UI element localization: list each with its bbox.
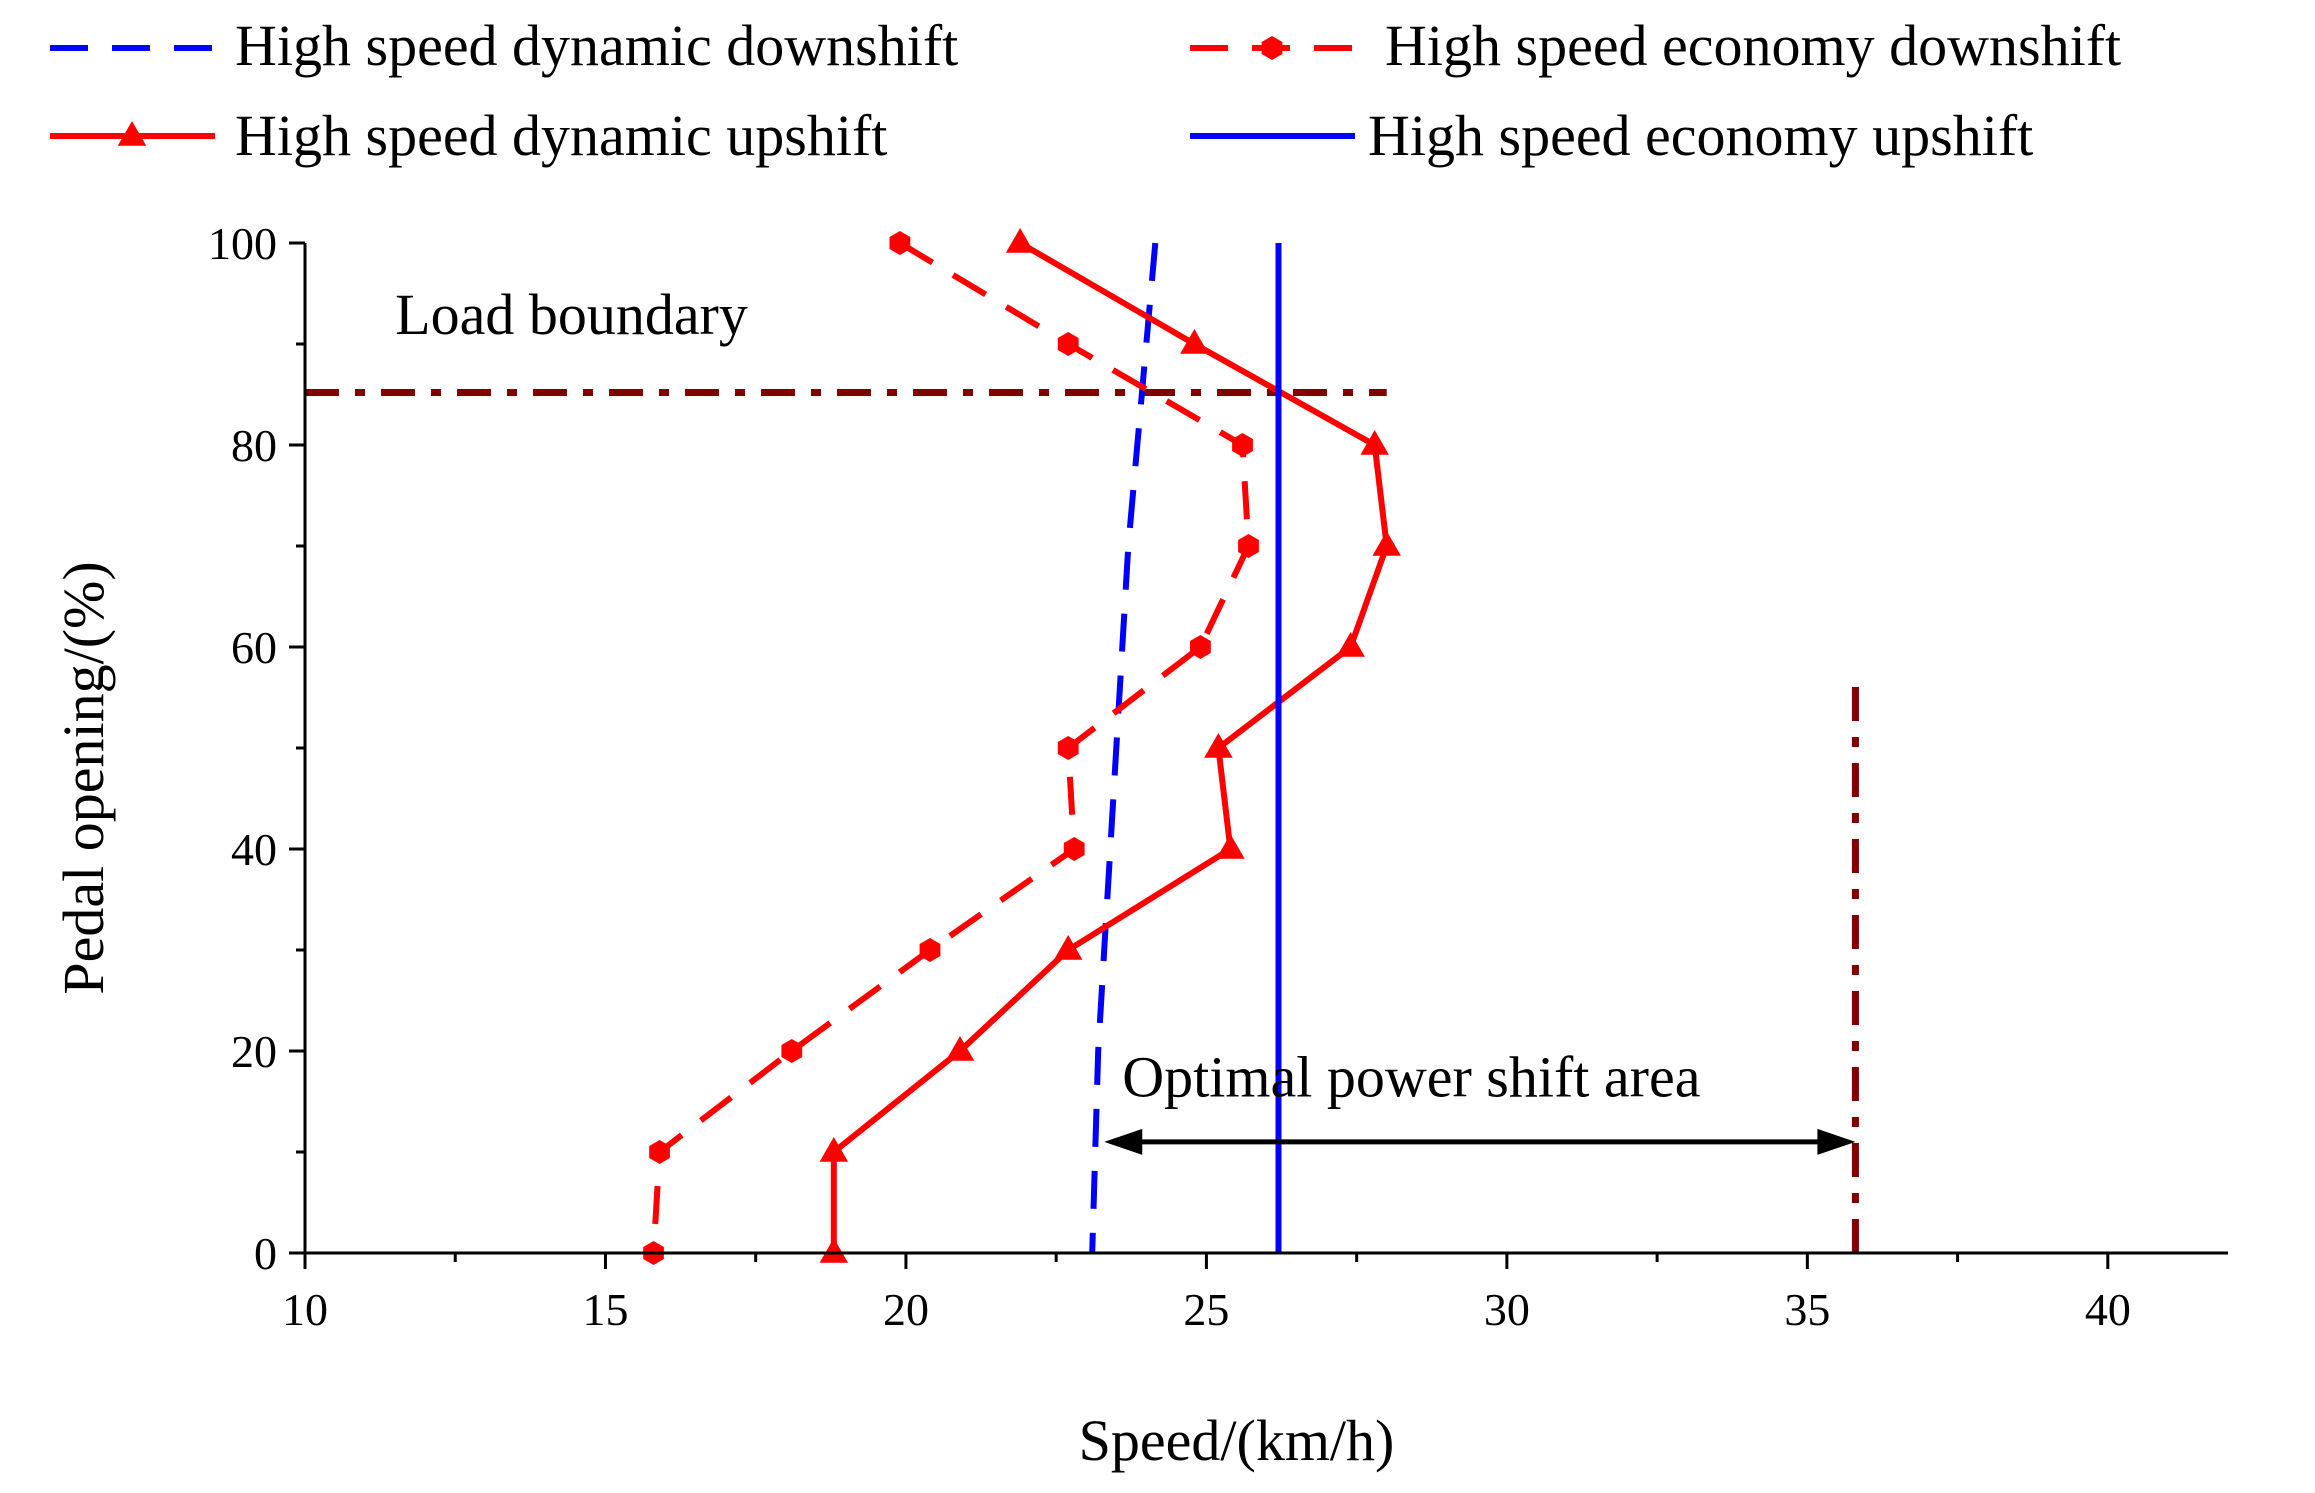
data-point — [1057, 736, 1079, 760]
load-boundary-label: Load boundary — [395, 282, 748, 347]
y-tick-label: 100 — [208, 218, 277, 269]
legend-entry-2: High speed economy downshift — [1190, 13, 2121, 78]
legend-entry-4: High speed economy upshift — [1190, 103, 2033, 168]
reference-lines — [305, 388, 1859, 1253]
data-point — [1180, 329, 1209, 354]
x-tick-label: 40 — [2085, 1284, 2131, 1335]
data-point — [819, 1238, 849, 1263]
data-point — [1238, 534, 1259, 558]
x-tick-label: 35 — [1784, 1284, 1830, 1335]
series-group — [643, 228, 1401, 1265]
legend-label: High speed dynamic downshift — [235, 13, 958, 78]
data-point — [1190, 635, 1211, 659]
annotations: Load boundary Optimal power shift area — [395, 282, 1856, 1155]
x-tick-label: 15 — [582, 1284, 628, 1335]
data-point — [1053, 935, 1083, 960]
data-point — [1063, 837, 1085, 861]
x-axis-title: Speed/(km/h) — [1079, 1408, 1395, 1473]
y-tick-label: 20 — [231, 1026, 277, 1077]
optimal-area-label: Optimal power shift area — [1122, 1044, 1700, 1109]
series-line-1 — [1089, 242, 1159, 1254]
legend: High speed dynamic downshift High speed e… — [50, 13, 2121, 168]
data-point — [945, 1036, 975, 1061]
data-point — [1216, 834, 1245, 859]
legend-swatch-marker — [117, 121, 147, 146]
data-point — [819, 1137, 849, 1162]
y-tick-label: 0 — [254, 1228, 277, 1279]
legend-label: High speed dynamic upshift — [235, 103, 887, 168]
x-tick-label: 25 — [1183, 1284, 1229, 1335]
data-point — [1204, 733, 1233, 758]
data-point — [889, 231, 911, 255]
legend-entry-1: High speed dynamic downshift — [50, 13, 958, 78]
x-tick-label: 10 — [282, 1284, 328, 1335]
series-3 — [819, 228, 1401, 1263]
data-point — [1057, 332, 1079, 356]
data-point — [781, 1039, 803, 1063]
data-point — [1232, 433, 1253, 457]
series-2 — [643, 231, 1259, 1265]
data-point — [1005, 228, 1035, 253]
arrow-head-left — [1104, 1128, 1143, 1155]
legend-label: High speed economy downshift — [1385, 13, 2121, 78]
legend-label: High speed economy upshift — [1368, 103, 2033, 168]
x-tick-label: 20 — [883, 1284, 929, 1335]
y-tick-label: 60 — [231, 622, 277, 673]
legend-swatch-marker — [1261, 36, 1283, 60]
y-axis-title: Pedal opening/(%) — [51, 561, 116, 994]
x-tick-label: 30 — [1484, 1284, 1530, 1335]
data-point — [1336, 632, 1365, 657]
arrow-head-right — [1817, 1128, 1856, 1155]
series-1 — [1089, 242, 1159, 1254]
data-point — [649, 1140, 670, 1164]
y-tick-label: 80 — [231, 420, 277, 471]
axes: 10 15 20 25 30 35 40 0 20 40 60 80 100 Speed/(km/h) Pe… — [51, 218, 2228, 1473]
data-point — [1360, 430, 1389, 455]
legend-entry-3: High speed dynamic upshift — [50, 103, 887, 168]
data-point — [919, 938, 941, 962]
y-tick-label: 40 — [231, 824, 277, 875]
data-point — [1372, 531, 1401, 556]
